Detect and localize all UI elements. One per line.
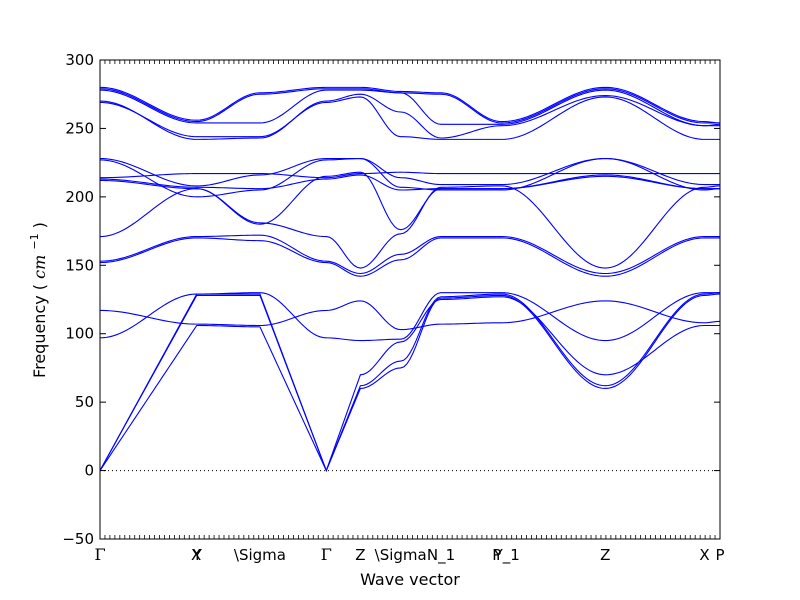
x-tick-label: \Sigma [375, 546, 427, 564]
x-tick-label: Y [192, 546, 203, 564]
band-line-15 [99, 93, 721, 140]
band-line-9 [99, 171, 720, 231]
band-line-11 [99, 171, 720, 179]
phonon-bands [99, 86, 721, 473]
y-axis-label-main: Frequency [30, 295, 49, 378]
x-axis-label: Wave vector [360, 570, 460, 589]
band-line-13 [99, 157, 720, 187]
y-tick-label: 300 [65, 51, 94, 69]
band-line-16 [99, 89, 720, 127]
x-tick-label: N_1 [427, 546, 455, 565]
x-tick-label: X [191, 546, 201, 564]
y-tick-label: 0 [84, 462, 94, 480]
band-line-10 [99, 174, 720, 191]
x-tick-label: Γ [94, 545, 105, 564]
band-line-7 [99, 234, 720, 275]
x-tick-label: Z [355, 546, 365, 564]
band-line-4 [99, 292, 720, 342]
y-tick-label: 200 [65, 188, 94, 206]
y-tick-label: −50 [62, 530, 94, 548]
y-axis-label: Frequency ( cm −1 ) [23, 222, 49, 378]
x-tick-label: Γ [321, 545, 332, 564]
y-tick-label: 100 [65, 325, 94, 343]
x-tick-label: P [492, 546, 501, 564]
svg-text:Frequency ( cm: Frequency ( cm −1 ) [23, 222, 49, 378]
band-line-1 [99, 293, 721, 473]
y-tick-label: 50 [75, 393, 94, 411]
y-axis-label-exp: −1 [28, 233, 41, 249]
x-tick-label: Y_1 [493, 546, 520, 565]
band-line-5 [99, 300, 721, 331]
y-tick-label: 150 [65, 256, 94, 274]
band-line-6 [99, 237, 720, 277]
y-tick-label: 250 [65, 119, 94, 137]
plot-frame [99, 59, 721, 540]
band-line-14 [99, 96, 720, 140]
x-tick-label: \Sigma [234, 546, 286, 564]
x-tick-label: P [715, 546, 724, 564]
x-tick-label: Z [600, 546, 610, 564]
x-tick-label: X [699, 546, 709, 564]
band-line-18 [99, 86, 721, 124]
band-line-17 [99, 88, 720, 124]
y-axis-label-unit: cm [30, 255, 49, 279]
